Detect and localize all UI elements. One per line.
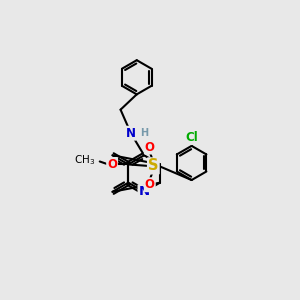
Text: S: S	[148, 158, 159, 173]
Text: N: N	[126, 127, 136, 140]
Text: O: O	[145, 178, 155, 191]
Text: O: O	[145, 141, 155, 154]
Text: O: O	[107, 158, 117, 171]
Text: N: N	[139, 185, 150, 198]
Text: H: H	[140, 128, 148, 138]
Text: Cl: Cl	[185, 131, 198, 144]
Text: CH$_3$: CH$_3$	[74, 153, 95, 167]
